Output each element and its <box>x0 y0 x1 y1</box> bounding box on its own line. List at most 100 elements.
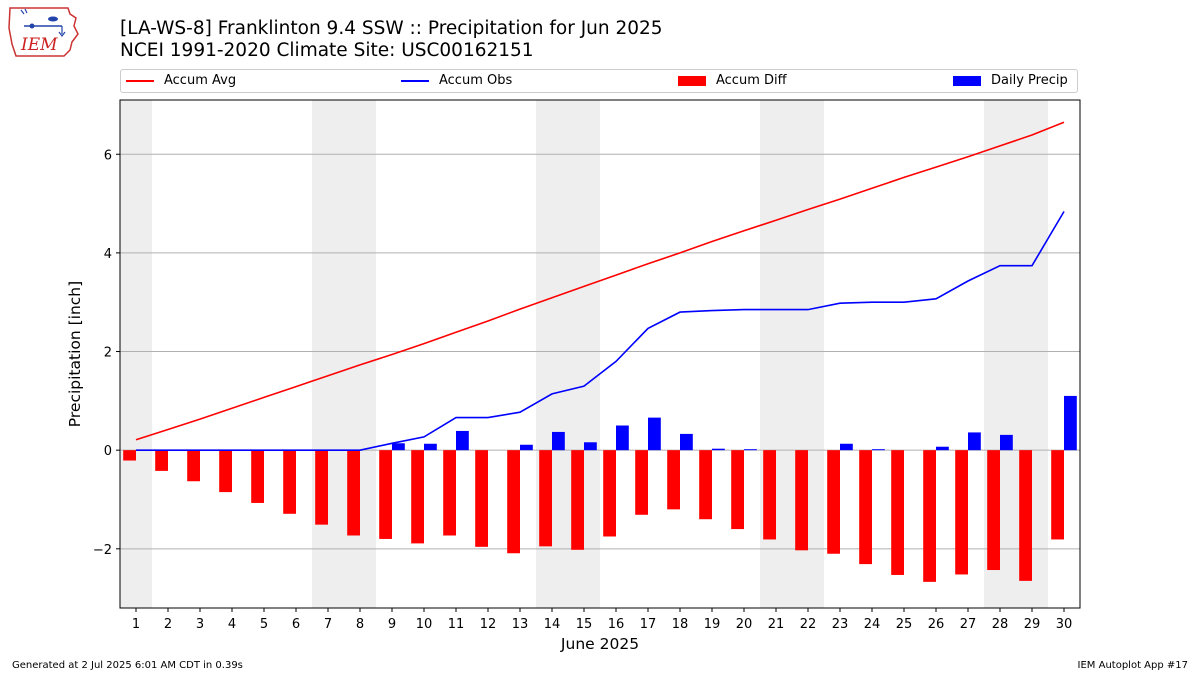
legend-swatch-accum-diff <box>678 75 706 86</box>
x-tick-label: 23 <box>832 617 849 632</box>
accum-diff-bar <box>283 450 296 514</box>
x-tick-label: 9 <box>388 617 396 632</box>
chart-title: [LA-WS-8] Franklinton 9.4 SSW :: Precipi… <box>120 18 663 62</box>
iem-logo: IEM <box>8 7 79 57</box>
weekend-band <box>120 100 152 608</box>
daily-precip-bar <box>712 448 725 451</box>
x-tick-label: 20 <box>736 617 753 632</box>
accum-diff-bar <box>667 450 680 510</box>
y-tick-label: 2 <box>104 346 112 361</box>
daily-precip-bar <box>648 417 661 451</box>
x-tick-label: 6 <box>292 617 300 632</box>
x-tick-label: 13 <box>512 617 529 632</box>
x-tick-label: 19 <box>704 617 721 632</box>
x-tick-label: 1 <box>132 617 140 632</box>
y-tick-label: −2 <box>93 543 112 558</box>
accum-diff-bar <box>571 450 584 550</box>
accum-diff-bar <box>1051 450 1064 540</box>
accum-diff-bar <box>1019 450 1032 581</box>
x-tick-label: 14 <box>544 617 561 632</box>
legend-swatch-accum-avg <box>126 79 154 82</box>
legend-label-accum-diff: Accum Diff <box>716 73 787 88</box>
y-tick-label: 4 <box>104 247 112 262</box>
daily-precip-bar <box>968 432 981 451</box>
accum-diff-bar <box>123 450 136 461</box>
accum-diff-bar <box>315 450 328 525</box>
plot-frame <box>119 99 1081 609</box>
daily-precip-bar <box>424 443 437 451</box>
accum-avg-line <box>135 121 1065 441</box>
accum-diff-bar <box>635 450 648 515</box>
accum-obs-line <box>136 211 1065 452</box>
y-tick-label: 0 <box>104 444 112 459</box>
daily-precip-bar <box>840 443 853 451</box>
accum-diff-bar <box>763 450 776 540</box>
accum-diff-bar <box>699 450 712 520</box>
daily-precip-bar <box>680 433 693 451</box>
legend-label-accum-avg: Accum Avg <box>164 73 237 88</box>
x-tick-label: 17 <box>640 617 657 632</box>
accum-diff-bar <box>923 450 936 582</box>
title-line-2: NCEI 1991-2020 Climate Site: USC00162151 <box>120 40 534 61</box>
daily-precip-bar <box>392 443 405 451</box>
daily-precip-bar <box>552 431 565 451</box>
footer-generated: Generated at 2 Jul 2025 6:01 AM CDT in 0… <box>12 660 243 671</box>
legend-item-accum-obs: Accum Obs <box>401 73 512 88</box>
x-tick-label: 27 <box>960 617 977 632</box>
accum-diff-bar <box>219 450 232 493</box>
x-tick-label: 8 <box>356 617 364 632</box>
x-tick-label: 22 <box>800 617 817 632</box>
accum-diff-bar <box>987 450 1000 571</box>
logo-text: IEM <box>20 35 58 55</box>
daily-precip-bar <box>1000 434 1013 451</box>
x-tick-label: 30 <box>1056 617 1073 632</box>
daily-precip-bar <box>744 449 757 451</box>
accum-diff-bar <box>539 450 552 547</box>
legend-label-daily-precip: Daily Precip <box>991 73 1068 88</box>
accum-diff-bar <box>795 450 808 551</box>
x-tick-label: 2 <box>164 617 172 632</box>
x-tick-label: 11 <box>448 617 465 632</box>
daily-precip-bar <box>584 442 597 451</box>
daily-precip-bar <box>520 444 533 451</box>
accum-diff-bar <box>731 450 744 530</box>
accum-diff-bar <box>475 450 488 547</box>
accum-diff-bar <box>187 450 200 482</box>
accum-diff-bar <box>251 450 264 503</box>
legend: Accum Avg Accum Obs Accum Diff Daily Pre… <box>120 69 1078 93</box>
x-axis-label: June 2025 <box>560 635 639 653</box>
daily-precip-bar <box>936 446 949 451</box>
x-tick-label: 7 <box>324 617 332 632</box>
x-tick-label: 24 <box>864 617 881 632</box>
legend-swatch-accum-obs <box>401 79 429 82</box>
legend-label-accum-obs: Accum Obs <box>439 73 513 88</box>
accum-diff-bar <box>859 450 872 565</box>
daily-precip-bar <box>872 449 885 451</box>
y-tick-label: 6 <box>104 148 112 163</box>
accum-diff-bar <box>827 450 840 554</box>
y-axis-label: Precipitation [inch] <box>66 281 84 427</box>
x-tick-label: 15 <box>576 617 593 632</box>
x-tick-label: 4 <box>228 617 236 632</box>
daily-precip-bar <box>616 425 629 451</box>
accum-diff-bar <box>155 450 168 471</box>
x-tick-label: 3 <box>196 617 204 632</box>
accum-diff-bar <box>347 450 360 536</box>
daily-precip-bar <box>1064 395 1077 451</box>
accum-diff-bar <box>411 450 424 544</box>
legend-item-accum-avg: Accum Avg <box>126 73 236 88</box>
accum-diff-bar <box>891 450 904 575</box>
x-tick-label: 16 <box>608 617 625 632</box>
x-tick-label: 12 <box>480 617 497 632</box>
accum-diff-bar <box>507 450 520 554</box>
legend-item-accum-diff: Accum Diff <box>678 73 787 88</box>
weekend-band <box>312 100 344 608</box>
x-tick-label: 25 <box>896 617 913 632</box>
accum-diff-bar <box>443 450 456 536</box>
title-line-1: [LA-WS-8] Franklinton 9.4 SSW :: Precipi… <box>120 18 663 39</box>
accum-diff-bar <box>955 450 968 575</box>
x-tick-label: 21 <box>768 617 785 632</box>
legend-item-daily-precip: Daily Precip <box>953 73 1068 88</box>
accum-diff-bar <box>603 450 616 537</box>
